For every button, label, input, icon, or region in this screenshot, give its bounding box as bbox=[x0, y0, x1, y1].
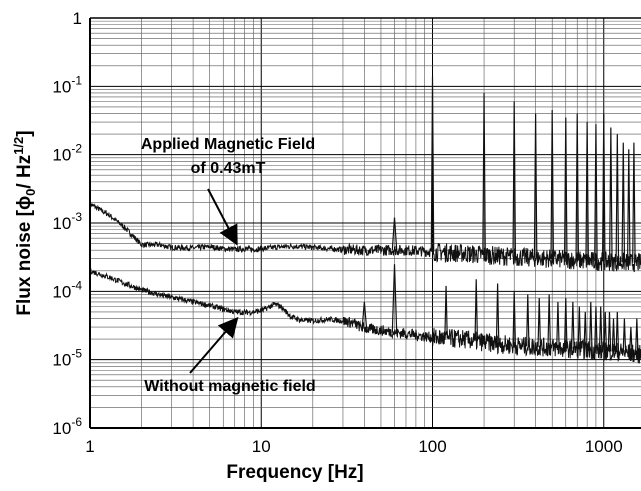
series-peak bbox=[629, 327, 633, 354]
series-peak bbox=[598, 306, 603, 351]
series-peak bbox=[594, 306, 598, 351]
annotation-without-field: Without magnetic field bbox=[144, 316, 316, 395]
annotation-applied-field: Applied Magnetic Field of 0.43mT bbox=[141, 136, 315, 246]
y-tick-label: 10-3 bbox=[52, 210, 82, 233]
series-peak bbox=[537, 297, 542, 347]
series-layer bbox=[90, 76, 641, 364]
series-peak bbox=[603, 311, 608, 352]
series-peak bbox=[583, 311, 588, 350]
y-tick-label: 10-6 bbox=[52, 415, 82, 438]
x-tick-label: 1000 bbox=[585, 437, 623, 456]
series-line-2 bbox=[90, 268, 641, 364]
x-tick-label: 1 bbox=[85, 437, 94, 456]
series-peak bbox=[482, 92, 486, 256]
series-peak bbox=[563, 297, 568, 349]
x-tick-label: 100 bbox=[418, 437, 446, 456]
tick-labels: 1 10 100 1000 1 10-1 10-2 10-3 10-4 10-5 10-6 bbox=[52, 9, 622, 456]
series-peak bbox=[607, 311, 612, 352]
series-peak bbox=[533, 113, 538, 258]
y-axis-title: Flux noise [ϕ0/ Hz1/2] bbox=[11, 130, 38, 315]
annotation-without-field-label: Without magnetic field bbox=[144, 378, 315, 395]
series-peak bbox=[495, 283, 500, 344]
series-peak bbox=[621, 142, 626, 263]
series-peak bbox=[632, 142, 636, 263]
series-peak bbox=[512, 101, 517, 257]
y-axis-title-pre: Flux noise [ϕ bbox=[14, 196, 35, 316]
series-peak bbox=[626, 149, 631, 263]
series-peak bbox=[615, 134, 620, 262]
series-peak bbox=[575, 113, 580, 261]
series-peak bbox=[430, 76, 435, 252]
series-peak bbox=[601, 113, 606, 262]
series-peak bbox=[577, 306, 582, 350]
axes bbox=[89, 17, 641, 429]
series-peak bbox=[361, 301, 368, 329]
y-tick-label: 1 bbox=[73, 9, 82, 28]
y-tick-label: 10-2 bbox=[52, 142, 82, 165]
y-tick-label: 10-4 bbox=[52, 278, 82, 301]
annotation-applied-field-line2: of 0.43mT bbox=[191, 160, 266, 177]
series-peak bbox=[622, 318, 627, 353]
series-peak bbox=[391, 264, 398, 333]
y-axis-title-sup: 1/2 bbox=[11, 137, 26, 155]
y-axis-title-post: ] bbox=[14, 130, 35, 136]
series-peak bbox=[563, 117, 568, 260]
series-peak bbox=[444, 285, 448, 339]
series-peak bbox=[525, 294, 530, 347]
series-peak bbox=[391, 217, 398, 251]
series-peak bbox=[474, 279, 479, 342]
series-peak bbox=[585, 122, 589, 261]
grid bbox=[89, 17, 641, 429]
series-peak bbox=[594, 124, 598, 262]
y-tick-label: 10-1 bbox=[52, 73, 82, 96]
annotation-applied-field-line1: Applied Magnetic Field bbox=[141, 136, 315, 153]
series-peak bbox=[611, 318, 616, 352]
series-peak bbox=[635, 318, 639, 354]
annotation-without-field-arrow bbox=[189, 316, 239, 374]
series-peak bbox=[609, 127, 613, 262]
y-tick-label: 10-5 bbox=[52, 347, 82, 370]
series-peak bbox=[588, 301, 593, 350]
series-peak bbox=[550, 110, 555, 259]
series-peak bbox=[547, 294, 551, 348]
series-line-1 bbox=[90, 201, 641, 273]
y-axis-title-sub: 0 bbox=[23, 189, 38, 196]
x-tick-label: 10 bbox=[252, 437, 271, 456]
series-peak bbox=[615, 311, 620, 352]
y-axis-title-mid: / Hz bbox=[14, 155, 35, 189]
series-peak bbox=[571, 301, 575, 349]
series-peak bbox=[512, 291, 517, 346]
series-peak bbox=[556, 301, 560, 348]
annotation-applied-field-arrow bbox=[207, 188, 238, 246]
x-axis-title: Frequency [Hz] bbox=[226, 462, 363, 483]
